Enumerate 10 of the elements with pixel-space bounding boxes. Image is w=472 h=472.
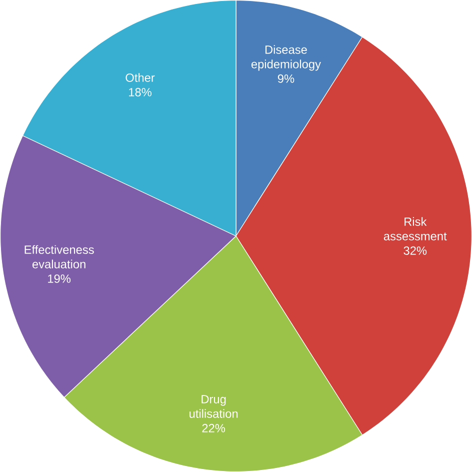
slice-label: Disease epidemiology — [251, 45, 321, 71]
data-label: 22% — [202, 424, 226, 432]
slice-label: Drug utilisation — [190, 395, 238, 418]
slice-label: Effectiveness evaluation — [24, 245, 94, 268]
data-label: 19% — [48, 274, 71, 283]
data-label: 32% — [404, 246, 427, 255]
slice-label: Risk assessment — [384, 217, 447, 240]
data-label: 18% — [129, 88, 152, 96]
slice-label: Other — [126, 73, 155, 82]
data-label: 9% — [278, 74, 294, 83]
